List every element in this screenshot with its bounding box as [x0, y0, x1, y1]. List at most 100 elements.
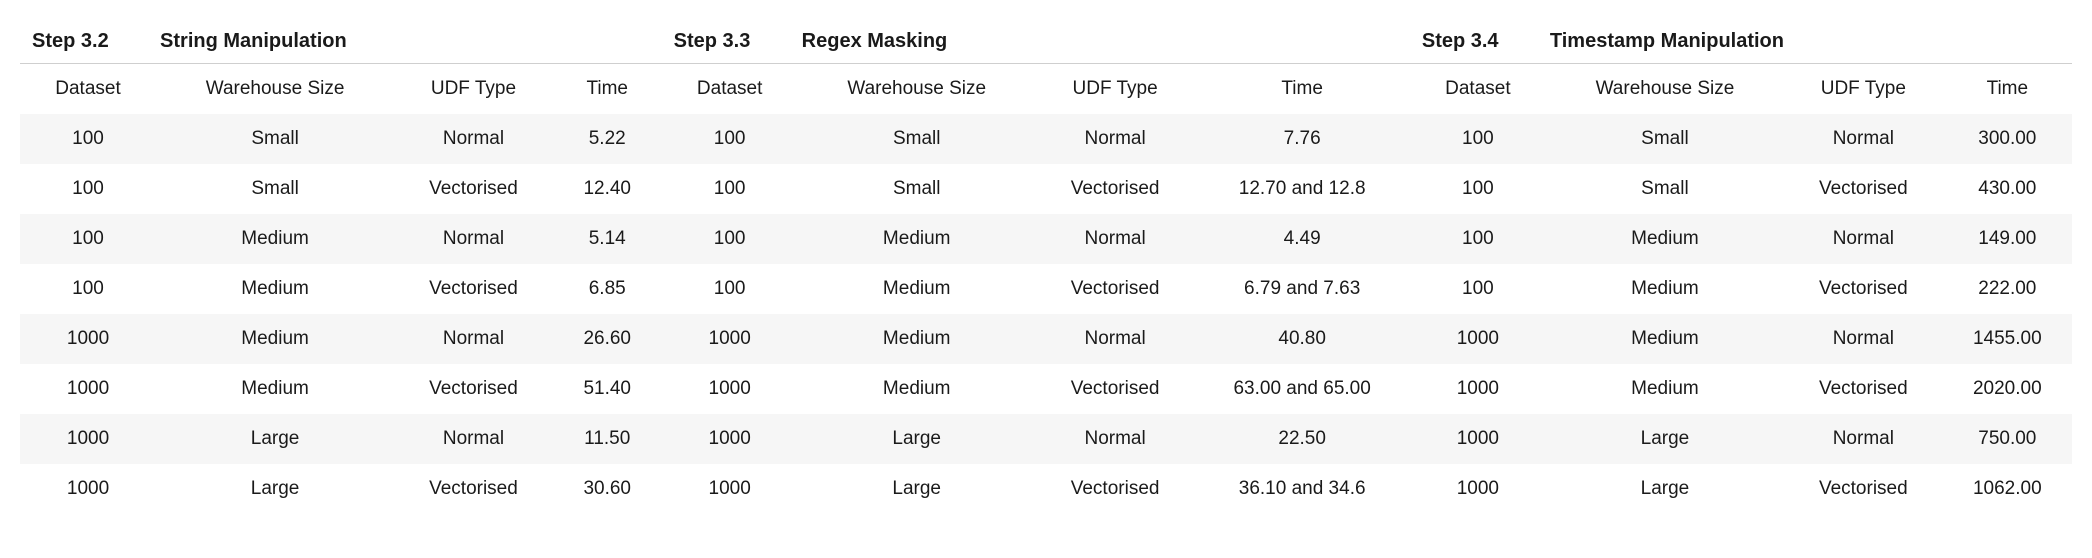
- cell-time: 7.76: [1194, 114, 1409, 164]
- col-warehouse: Warehouse Size: [156, 64, 394, 115]
- cell-dataset: 100: [662, 164, 798, 214]
- cell-wh: Medium: [798, 264, 1036, 314]
- cell-udf: Vectorised: [394, 164, 553, 214]
- cell-time: 222.00: [1943, 264, 2072, 314]
- cell-wh: Medium: [798, 314, 1036, 364]
- cell-udf: Normal: [1784, 414, 1943, 464]
- section-title: String Manipulation: [156, 20, 662, 64]
- cell-udf: Vectorised: [1036, 264, 1195, 314]
- cell-wh: Small: [798, 114, 1036, 164]
- col-udf: UDF Type: [1784, 64, 1943, 115]
- benchmark-table: Step 3.2 String Manipulation Step 3.3 Re…: [20, 20, 2072, 514]
- cell-dataset: 1000: [20, 314, 156, 364]
- cell-wh: Large: [1546, 464, 1784, 514]
- col-dataset: Dataset: [662, 64, 798, 115]
- cell-time: 750.00: [1943, 414, 2072, 464]
- cell-dataset: 1000: [1410, 364, 1546, 414]
- cell-udf: Vectorised: [394, 264, 553, 314]
- table-row: 100MediumNormal5.14100MediumNormal4.4910…: [20, 214, 2072, 264]
- cell-dataset: 1000: [1410, 464, 1546, 514]
- cell-udf: Vectorised: [1784, 264, 1943, 314]
- cell-wh: Medium: [1546, 314, 1784, 364]
- cell-dataset: 100: [662, 114, 798, 164]
- col-dataset: Dataset: [20, 64, 156, 115]
- cell-time: 6.85: [553, 264, 662, 314]
- cell-wh: Small: [156, 164, 394, 214]
- cell-udf: Vectorised: [394, 364, 553, 414]
- cell-time: 5.14: [553, 214, 662, 264]
- cell-dataset: 100: [662, 214, 798, 264]
- cell-wh: Medium: [156, 364, 394, 414]
- cell-udf: Vectorised: [1036, 364, 1195, 414]
- cell-wh: Small: [156, 114, 394, 164]
- cell-dataset: 100: [20, 214, 156, 264]
- cell-time: 22.50: [1194, 414, 1409, 464]
- cell-wh: Small: [798, 164, 1036, 214]
- cell-udf: Normal: [394, 314, 553, 364]
- cell-udf: Vectorised: [394, 464, 553, 514]
- cell-time: 1062.00: [1943, 464, 2072, 514]
- cell-udf: Normal: [1036, 114, 1195, 164]
- cell-udf: Normal: [394, 414, 553, 464]
- cell-dataset: 100: [20, 164, 156, 214]
- cell-dataset: 100: [1410, 114, 1546, 164]
- col-time: Time: [1194, 64, 1409, 115]
- cell-dataset: 100: [1410, 214, 1546, 264]
- cell-wh: Medium: [156, 214, 394, 264]
- cell-udf: Vectorised: [1784, 164, 1943, 214]
- cell-dataset: 100: [20, 264, 156, 314]
- cell-udf: Normal: [394, 214, 553, 264]
- cell-wh: Small: [1546, 114, 1784, 164]
- cell-dataset: 1000: [1410, 414, 1546, 464]
- cell-dataset: 100: [662, 264, 798, 314]
- table-body: 100SmallNormal5.22100SmallNormal7.76100S…: [20, 114, 2072, 514]
- cell-time: 11.50: [553, 414, 662, 464]
- table-row: 1000LargeNormal11.501000LargeNormal22.50…: [20, 414, 2072, 464]
- cell-time: 12.70 and 12.8: [1194, 164, 1409, 214]
- col-warehouse: Warehouse Size: [798, 64, 1036, 115]
- section-header-row: Step 3.2 String Manipulation Step 3.3 Re…: [20, 20, 2072, 64]
- cell-udf: Normal: [394, 114, 553, 164]
- cell-wh: Medium: [798, 214, 1036, 264]
- cell-wh: Medium: [1546, 264, 1784, 314]
- cell-udf: Vectorised: [1784, 464, 1943, 514]
- benchmark-table-wrap: Step 3.2 String Manipulation Step 3.3 Re…: [20, 20, 2072, 514]
- cell-wh: Medium: [1546, 214, 1784, 264]
- section-step: Step 3.3: [662, 20, 798, 64]
- table-row: 100SmallVectorised12.40100SmallVectorise…: [20, 164, 2072, 214]
- cell-time: 30.60: [553, 464, 662, 514]
- col-udf: UDF Type: [1036, 64, 1195, 115]
- cell-dataset: 1000: [662, 414, 798, 464]
- cell-time: 5.22: [553, 114, 662, 164]
- cell-time: 1455.00: [1943, 314, 2072, 364]
- cell-time: 2020.00: [1943, 364, 2072, 414]
- cell-time: 4.49: [1194, 214, 1409, 264]
- cell-udf: Normal: [1036, 314, 1195, 364]
- cell-udf: Normal: [1784, 114, 1943, 164]
- section-step: Step 3.4: [1410, 20, 1546, 64]
- cell-wh: Large: [1546, 414, 1784, 464]
- col-time: Time: [1943, 64, 2072, 115]
- cell-udf: Normal: [1784, 214, 1943, 264]
- table-row: 1000LargeVectorised30.601000LargeVectori…: [20, 464, 2072, 514]
- cell-wh: Medium: [156, 264, 394, 314]
- cell-wh: Medium: [798, 364, 1036, 414]
- cell-dataset: 100: [1410, 264, 1546, 314]
- cell-dataset: 1000: [20, 464, 156, 514]
- cell-time: 36.10 and 34.6: [1194, 464, 1409, 514]
- cell-dataset: 100: [20, 114, 156, 164]
- col-udf: UDF Type: [394, 64, 553, 115]
- cell-dataset: 1000: [662, 364, 798, 414]
- cell-dataset: 1000: [1410, 314, 1546, 364]
- col-warehouse: Warehouse Size: [1546, 64, 1784, 115]
- cell-dataset: 100: [1410, 164, 1546, 214]
- table-row: 1000MediumVectorised51.401000MediumVecto…: [20, 364, 2072, 414]
- cell-udf: Vectorised: [1036, 464, 1195, 514]
- table-row: 1000MediumNormal26.601000MediumNormal40.…: [20, 314, 2072, 364]
- cell-wh: Medium: [156, 314, 394, 364]
- cell-time: 430.00: [1943, 164, 2072, 214]
- section-title: Timestamp Manipulation: [1546, 20, 2072, 64]
- cell-udf: Vectorised: [1036, 164, 1195, 214]
- section-step: Step 3.2: [20, 20, 156, 64]
- cell-time: 51.40: [553, 364, 662, 414]
